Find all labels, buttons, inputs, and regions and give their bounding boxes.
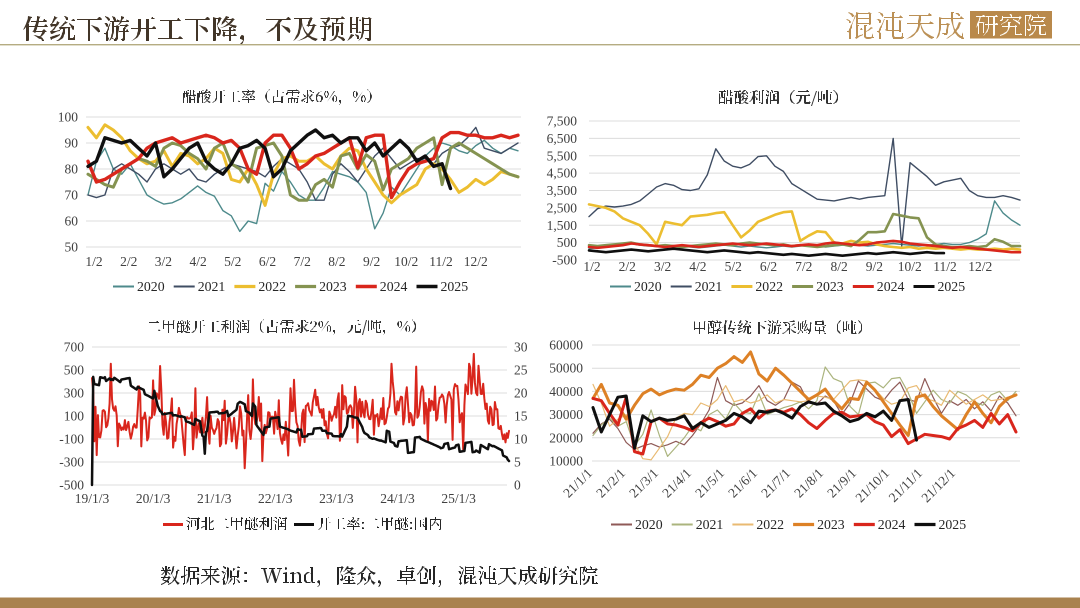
svg-text:700: 700 [64,340,85,355]
svg-text:500: 500 [64,363,85,378]
svg-text:2025: 2025 [938,279,966,294]
svg-text:40000: 40000 [549,384,583,399]
svg-text:7,500: 7,500 [547,114,578,129]
svg-text:8/2: 8/2 [328,254,345,269]
svg-text:2023: 2023 [816,279,844,294]
svg-text:-300: -300 [59,455,84,470]
svg-text:60000: 60000 [549,338,583,353]
svg-text:300: 300 [64,386,85,401]
svg-text:7/2: 7/2 [294,254,311,269]
svg-text:3/2: 3/2 [155,254,172,269]
svg-text:12/2: 12/2 [968,259,992,274]
svg-text:80: 80 [65,162,79,177]
svg-text:25/1/3: 25/1/3 [441,491,476,506]
svg-text:3,500: 3,500 [547,183,578,198]
svg-text:2021: 2021 [696,517,724,532]
svg-text:20: 20 [514,386,528,401]
svg-text:2020: 2020 [635,517,663,532]
svg-text:22/1/3: 22/1/3 [258,491,293,506]
svg-text:19/1/3: 19/1/3 [75,491,110,506]
svg-text:10/2: 10/2 [394,254,418,269]
svg-text:1/2: 1/2 [583,259,600,274]
svg-text:-500: -500 [59,478,84,493]
svg-text:0: 0 [514,478,521,493]
svg-text:50000: 50000 [549,361,583,376]
svg-text:6/2: 6/2 [259,254,276,269]
svg-text:24/1/3: 24/1/3 [380,491,415,506]
svg-text:11/2: 11/2 [429,254,453,269]
svg-text:2020: 2020 [137,279,165,294]
svg-text:23/1/3: 23/1/3 [319,491,354,506]
svg-text:2021: 2021 [695,279,723,294]
svg-text:2025: 2025 [441,279,469,294]
svg-text:5/2: 5/2 [725,259,742,274]
svg-text:2022: 2022 [756,517,784,532]
svg-text:5: 5 [514,455,521,470]
svg-text:10/2: 10/2 [898,259,922,274]
svg-text:2025: 2025 [939,517,967,532]
svg-text:9/2: 9/2 [363,254,380,269]
svg-text:2/2: 2/2 [619,259,636,274]
svg-text:4/2: 4/2 [189,254,206,269]
svg-text:15: 15 [514,409,528,424]
svg-text:6/2: 6/2 [760,259,777,274]
svg-text:-500: -500 [552,253,577,268]
svg-text:11/2: 11/2 [933,259,957,274]
svg-text:70: 70 [65,188,79,203]
svg-text:5/2: 5/2 [224,254,241,269]
svg-text:10: 10 [514,432,528,447]
svg-text:2023: 2023 [319,279,347,294]
svg-text:2024: 2024 [380,279,408,294]
svg-text:2020: 2020 [634,279,662,294]
svg-text:7/2: 7/2 [795,259,812,274]
svg-text:2024: 2024 [877,279,905,294]
svg-text:60: 60 [65,214,79,229]
svg-text:2021: 2021 [198,279,226,294]
svg-text:5,500: 5,500 [547,148,578,163]
svg-text:1/2: 1/2 [85,254,102,269]
svg-text:2022: 2022 [258,279,286,294]
svg-text:4,500: 4,500 [547,166,578,181]
svg-text:10000: 10000 [549,454,583,469]
svg-text:2024: 2024 [878,517,906,532]
svg-text:25: 25 [514,363,528,378]
svg-text:2,500: 2,500 [547,200,578,215]
svg-text:2/2: 2/2 [120,254,137,269]
svg-text:8/2: 8/2 [830,259,847,274]
svg-text:3/2: 3/2 [654,259,671,274]
svg-text:-100: -100 [59,432,84,447]
svg-text:4/2: 4/2 [689,259,706,274]
svg-text:6,500: 6,500 [547,131,578,146]
svg-text:20000: 20000 [549,430,583,445]
svg-text:9/2: 9/2 [866,259,883,274]
svg-text:30: 30 [514,340,528,355]
svg-text:50: 50 [65,240,79,255]
svg-text:90: 90 [65,136,79,151]
svg-text:21/1/3: 21/1/3 [197,491,232,506]
svg-text:100: 100 [58,110,79,125]
svg-text:2022: 2022 [755,279,783,294]
svg-text:20/1/3: 20/1/3 [136,491,171,506]
svg-text:1,500: 1,500 [547,218,578,233]
svg-text:100: 100 [64,409,85,424]
svg-text:30000: 30000 [549,407,583,422]
svg-text:2023: 2023 [817,517,845,532]
svg-text:500: 500 [557,235,578,250]
svg-text:12/2: 12/2 [464,254,488,269]
